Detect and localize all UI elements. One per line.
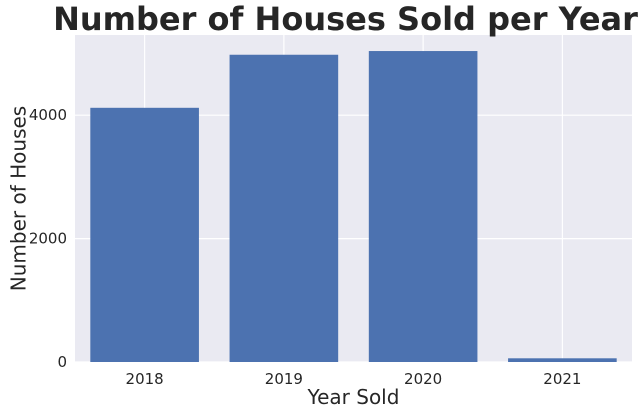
x-tick-label: 2020 xyxy=(404,370,442,388)
bar-2021 xyxy=(508,358,617,362)
bar-2020 xyxy=(368,51,478,363)
y-tick-label: 0 xyxy=(57,353,67,371)
x-tick-label: 2018 xyxy=(126,370,164,388)
y-tick-labels: 0 2000 4000 xyxy=(29,106,67,371)
x-tick-labels: 2018 2019 2020 2021 xyxy=(126,370,582,388)
bars xyxy=(90,51,617,363)
bar-2019 xyxy=(229,54,339,362)
x-axis-label: Year Sold xyxy=(307,385,400,409)
y-tick-label: 4000 xyxy=(29,106,67,124)
y-axis-label: Number of Houses xyxy=(7,106,31,291)
bar-2018 xyxy=(90,107,199,362)
x-tick-label: 2019 xyxy=(265,370,303,388)
y-tick-label: 2000 xyxy=(29,230,67,248)
x-tick-label: 2021 xyxy=(543,370,581,388)
chart-title: Number of Houses Sold per Year xyxy=(53,0,638,38)
